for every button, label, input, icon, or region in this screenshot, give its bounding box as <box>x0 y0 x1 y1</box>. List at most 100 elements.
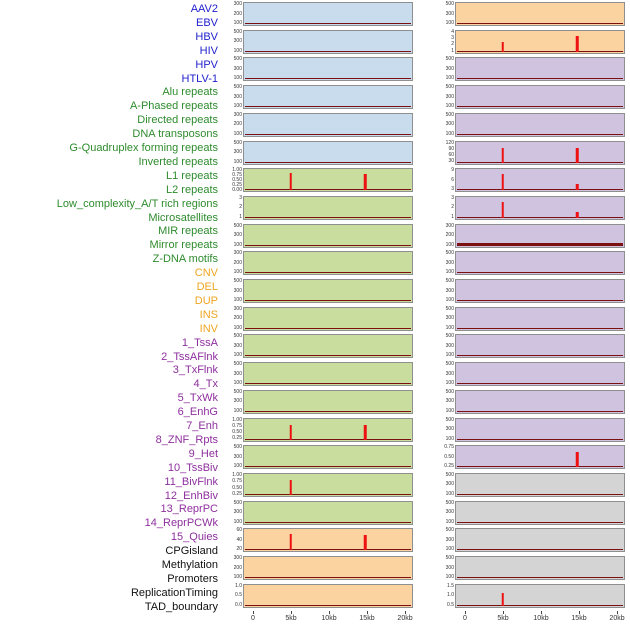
row-label-hbv: HBV <box>195 30 218 43</box>
y-axis-tick-labels: 1.0 0.5 0.0 <box>222 583 242 608</box>
row-label-6-enhg: 6_EnhG <box>177 406 218 419</box>
row-label-tad-boundary: TAD_boundary <box>144 600 218 613</box>
y-axis-tick-labels: 3 2 1 <box>222 195 242 220</box>
y-tick-label: 300 <box>233 287 242 294</box>
x-tick-label: 10kb <box>533 615 549 622</box>
plot-column-right: 500 300 100 4 3 2 1 500 300 100 500 300 100 500 300 100… <box>444 0 627 630</box>
x-tick-mark <box>579 611 580 614</box>
y-tick-label: 100 <box>233 130 242 137</box>
y-tick-label: 100 <box>233 574 242 580</box>
y-tick-label: 100 <box>233 518 242 525</box>
flat-signal-trace <box>457 189 623 191</box>
y-tick-label: 300 <box>445 222 454 229</box>
row-label-11-bivflnk: 11_BivFlnk <box>164 475 218 488</box>
y-tick-label: 300 <box>233 38 242 45</box>
flat-signal-trace <box>245 244 411 246</box>
signal-peak-marker <box>363 425 367 440</box>
y-tick-label: 500 <box>233 333 242 340</box>
y-tick-label: 500 <box>445 278 454 284</box>
track-panel-right_column-3: 500 300 100 <box>446 85 625 110</box>
y-tick-label: 300 <box>445 536 454 543</box>
y-tick-label: 300 <box>445 398 454 405</box>
flat-signal-trace <box>245 327 411 329</box>
row-label-12-enhbiv: 12_EnhBiv <box>164 489 218 502</box>
row-label-promoters: Promoters <box>167 572 218 585</box>
y-tick-label: 100 <box>233 241 242 248</box>
y-axis-tick-labels: 500 300 100 <box>434 500 454 525</box>
track-panel-right_column-6: 9 6 3 <box>451 168 625 193</box>
signal-peak-marker <box>501 174 505 191</box>
y-tick-label: 100 <box>233 75 242 82</box>
track-panel-left_column-3: 500 300 100 <box>234 85 413 110</box>
y-tick-label: 500 <box>233 499 242 506</box>
y-tick-label: 1.00 <box>232 416 242 423</box>
track-panel-left_column-7: 3 2 1 <box>239 195 413 220</box>
flat-signal-trace <box>457 106 623 108</box>
track-panel-right_column-12: 500 300 100 <box>446 334 625 359</box>
row-label-7-enh: 7_Enh <box>186 420 218 432</box>
track-panel-right_column-18: 500 300 100 <box>446 500 625 525</box>
row-label-dna-transposons: DNA transposons <box>132 128 218 141</box>
y-axis-tick-labels: 500 300 100 <box>222 499 242 525</box>
row-label-aav2: AAV2 <box>190 3 218 15</box>
y-tick-label: 300 <box>233 509 242 516</box>
flat-signal-trace <box>245 438 411 440</box>
flat-signal-trace <box>245 383 411 385</box>
signal-peak-marker <box>575 183 579 191</box>
flat-signal-trace <box>457 577 623 578</box>
flat-signal-trace <box>457 243 623 246</box>
y-tick-label: 300 <box>445 481 454 488</box>
y-axis-tick-labels: 500 300 100 <box>434 306 454 331</box>
row-label-methylation: Methylation <box>161 559 218 571</box>
track-panel-right_column-2: 500 300 100 <box>446 57 625 82</box>
y-axis-tick-labels: 500 300 100 <box>434 556 454 580</box>
y-axis-tick-labels: 500 300 100 <box>434 388 454 414</box>
y-tick-label: 100 <box>445 130 454 137</box>
track-panel-right_column-9: 500 300 100 <box>446 251 625 276</box>
y-tick-label: 500 <box>445 388 454 395</box>
track-panel-right_column-14: 500 300 100 <box>446 389 625 414</box>
flat-signal-trace <box>245 161 411 163</box>
flat-signal-trace <box>457 161 623 163</box>
y-tick-label: 60 <box>448 152 454 159</box>
y-tick-label: 20 <box>236 546 242 553</box>
y-tick-label: 1.00 <box>232 167 242 174</box>
flat-signal-trace <box>245 300 411 301</box>
flat-signal-trace <box>457 133 623 135</box>
y-axis-tick-labels: 500 300 100 <box>222 362 242 386</box>
y-axis-tick-labels: 3 2 1 <box>434 194 454 220</box>
y-tick-label: 200 <box>233 10 242 17</box>
y-tick-label: 0.50 <box>444 453 454 460</box>
row-label-cnv: CNV <box>194 267 218 280</box>
row-label-9-het: 9_Het <box>188 447 218 460</box>
y-tick-label: 0.50 <box>232 484 242 491</box>
track-panel-left_column-14: 500 300 100 <box>234 389 413 414</box>
y-axis-tick-labels: 500 300 100 <box>434 528 454 552</box>
y-axis-tick-labels: 500 300 100 <box>434 2 454 26</box>
flat-signal-trace <box>245 78 411 80</box>
y-tick-label: 500 <box>445 361 454 368</box>
y-tick-label: 500 <box>233 84 242 91</box>
track-panel-left_column-1: 500 300 100 <box>234 29 413 54</box>
y-tick-label: 500 <box>233 444 242 451</box>
row-label-microsatellites: Microsatellites <box>148 211 218 224</box>
track-panel-left_column-0: 300 200 100 <box>234 2 413 26</box>
y-axis-tick-labels: 500 300 100 <box>222 445 242 469</box>
row-label-hpv: HPV <box>195 58 218 71</box>
y-tick-label: 3 <box>451 194 454 201</box>
y-tick-label: 9 <box>451 167 454 174</box>
track-panel-right_column-21: 1.5 1.0 0.5 <box>447 583 625 608</box>
flat-signal-trace <box>245 50 411 52</box>
y-tick-label: 2 <box>239 204 242 211</box>
y-axis-tick-labels: 500 300 100 <box>434 334 454 358</box>
row-label-3-txflnk: 3_TxFlnk <box>172 364 218 377</box>
track-panel-left_column-20: 300 200 100 <box>234 556 413 580</box>
y-tick-label: 300 <box>233 398 242 405</box>
row-label-10-tssbiv: 10_TssBiv <box>167 461 218 474</box>
y-tick-label: 30 <box>448 158 454 165</box>
y-tick-label: 100 <box>445 380 454 387</box>
y-tick-label: 300 <box>445 10 454 17</box>
row-label-2-tssaflnk: 2_TssAFlnk <box>161 350 218 363</box>
